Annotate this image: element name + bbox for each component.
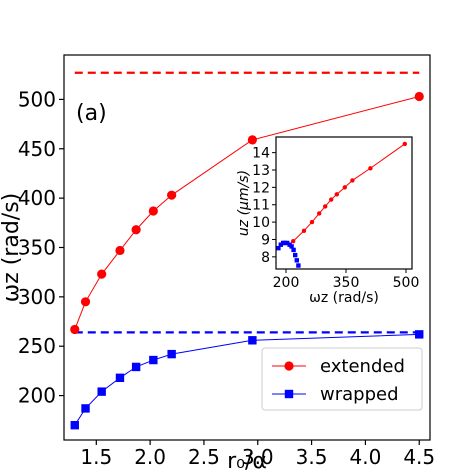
point-extended xyxy=(70,324,80,335)
main-y-tick-label: 400 xyxy=(18,186,56,210)
inset-point-wrapped xyxy=(291,247,296,253)
legend-entries: extended wrapped xyxy=(272,356,405,405)
main-x-tick-label: 4.0 xyxy=(350,445,382,469)
inset-y-tick-label: 10 xyxy=(252,215,270,231)
main-y-axis-label: ωz (rad/s) xyxy=(0,193,24,303)
inset-point-wrapped xyxy=(282,240,287,246)
main-x-axis: 1.5 2.0 2.5 3.0 3.5 4.0 4.5 xyxy=(80,440,435,469)
point-extended xyxy=(97,269,107,279)
inset-y-tick-label: 8 xyxy=(261,250,270,266)
inset-background xyxy=(276,137,412,269)
point-extended xyxy=(80,297,91,307)
main-x-tick-label: 3.5 xyxy=(296,445,328,469)
inset-plot-frame xyxy=(275,136,413,270)
point-wrapped xyxy=(131,362,141,372)
main-y-tick-label: 350 xyxy=(18,236,56,260)
inset-point-extended xyxy=(301,228,307,233)
inset-y-axis-label: uz (μm/s) xyxy=(236,170,252,236)
inset-point-wrapped xyxy=(278,242,283,247)
inset-y-tick-label: 13 xyxy=(252,163,270,179)
main-x-tick-label: 2.0 xyxy=(134,445,166,469)
point-wrapped xyxy=(97,387,106,396)
main-y-tick-label: 450 xyxy=(18,137,56,161)
inset-point-extended xyxy=(317,211,322,216)
inset-point-wrapped xyxy=(276,245,281,251)
main-y-axis: 200 250 300 350 400 450 500 xyxy=(18,87,64,408)
point-wrapped xyxy=(149,355,158,365)
point-extended xyxy=(148,206,158,216)
point-extended xyxy=(115,245,125,256)
inset-x-axis-label: ωz (rad/s) xyxy=(309,290,379,306)
inset-y-tick-label: 12 xyxy=(252,180,270,196)
point-wrapped xyxy=(70,420,79,430)
inset-y-tick-label: 11 xyxy=(252,198,270,214)
inset-point-wrapped xyxy=(285,240,290,246)
point-wrapped xyxy=(167,349,176,359)
inset-point-wrapped xyxy=(296,263,301,268)
main-x-tick-label: 3.0 xyxy=(242,445,274,469)
inset-point-extended xyxy=(323,204,328,209)
main-x-tick-label: 4.5 xyxy=(403,445,435,469)
point-extended xyxy=(414,91,424,102)
inset-x-tick-label: 500 xyxy=(393,275,420,291)
inset-point-extended xyxy=(329,197,334,202)
main-y-tick-label: 250 xyxy=(18,334,56,358)
inset-point-wrapped xyxy=(289,244,294,249)
point-extended xyxy=(167,190,177,200)
inset-point-extended xyxy=(402,141,407,147)
point-extended xyxy=(131,225,141,235)
point-wrapped xyxy=(248,336,257,345)
inset-y-tick-label: 14 xyxy=(252,146,270,162)
legend: extended wrapped xyxy=(261,347,423,411)
inset-point-wrapped xyxy=(293,252,298,258)
main-y-tick-label: 500 xyxy=(18,87,56,111)
inset-point-extended xyxy=(309,219,315,225)
inset-series-layer xyxy=(276,141,407,268)
inset-point-wrapped xyxy=(294,258,299,263)
inset-point-extended xyxy=(291,239,296,244)
inset-point-extended xyxy=(342,185,347,190)
panel-label: (a) xyxy=(76,101,107,126)
reference-lines xyxy=(74,71,420,334)
main-y-tick-label: 200 xyxy=(18,384,56,408)
inset-x-axis: 200 350 500 xyxy=(273,269,420,291)
main-x-axis-label: r₀/α xyxy=(227,449,267,474)
legend-marker-wrapped xyxy=(284,389,294,399)
legend-marker-extended xyxy=(284,361,294,371)
main-y-tick-label: 300 xyxy=(18,285,56,309)
inset-y-tick-label: 9 xyxy=(261,232,270,248)
point-wrapped xyxy=(415,330,424,339)
legend-label-extended: extended xyxy=(320,356,405,377)
legend-label-wrapped: wrapped xyxy=(320,384,399,405)
main-x-tick-label: 1.5 xyxy=(80,445,112,469)
point-wrapped xyxy=(81,404,90,413)
point-wrapped xyxy=(115,373,125,383)
main-series-layer xyxy=(70,91,424,430)
inset-x-tick-label: 200 xyxy=(273,275,300,291)
inset-x-tick-label: 350 xyxy=(333,275,360,291)
inset-point-extended xyxy=(334,192,339,197)
point-extended xyxy=(247,135,257,145)
main-x-tick-label: 2.5 xyxy=(188,445,220,469)
inset-point-extended xyxy=(368,166,373,171)
inset-point-extended xyxy=(350,178,355,183)
main-chart: 1.5 2.0 2.5 3.0 3.5 4.0 4.5 200 250 300 350 400 450… xyxy=(0,54,435,474)
